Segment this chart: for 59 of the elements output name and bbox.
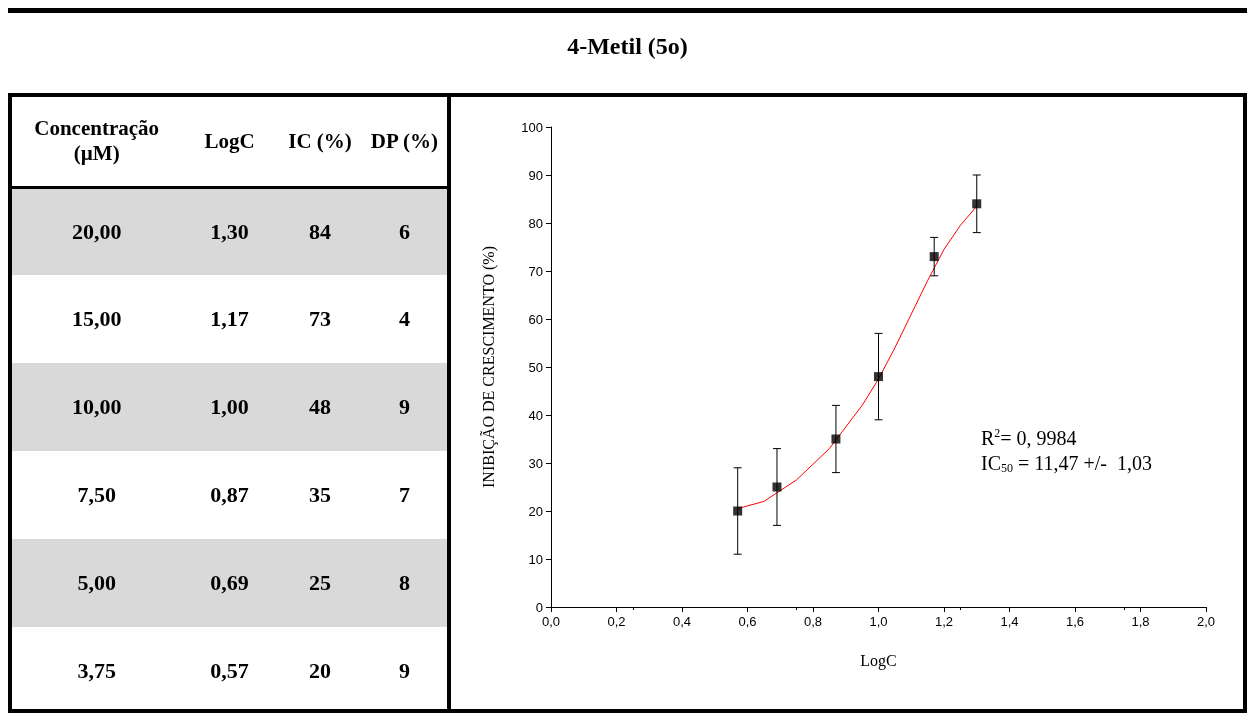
text: LogC <box>203 127 256 155</box>
x-tick-label: 1,0 <box>869 614 888 629</box>
text: DP (%) <box>369 127 439 155</box>
x-tick-label: 0,6 <box>738 614 757 629</box>
x-tick-label: 2,0 <box>1196 614 1215 629</box>
y-tick-label: 60 <box>528 311 543 327</box>
text: 9 <box>397 393 411 421</box>
text: 9 <box>397 657 411 685</box>
y-tick-label: 50 <box>528 359 543 375</box>
text: 8 <box>397 569 411 597</box>
text: 5,00 <box>76 569 117 597</box>
text: 3,75 <box>76 657 117 685</box>
text: 1,00 <box>209 393 250 421</box>
chart-title: 4-Metil (5o) <box>566 33 689 61</box>
y-axis-title: INIBIÇÃO DE CRESCIMENTO (%) <box>479 246 498 488</box>
text: 73 <box>308 305 332 333</box>
text: 0,69 <box>209 569 250 597</box>
point <box>732 506 742 516</box>
y-tick-label: 0 <box>535 599 543 615</box>
point <box>971 199 981 209</box>
text: 7,50 <box>76 481 117 509</box>
text: 1,17 <box>209 305 250 333</box>
y-tick-label: 90 <box>528 167 543 183</box>
x-tick-label: 1,4 <box>1000 614 1019 629</box>
y-tick-label: 10 <box>528 551 543 567</box>
x-tick-label: 0,8 <box>803 614 822 629</box>
point <box>772 482 782 492</box>
x-tick-label: 0,4 <box>672 614 691 629</box>
text: IC (%) <box>287 127 353 155</box>
x-tick-label: 1,6 <box>1065 614 1084 629</box>
text: 20 <box>308 657 332 685</box>
text: 48 <box>308 393 332 421</box>
y-tick-label: 40 <box>528 407 543 423</box>
text: 7 <box>397 481 411 509</box>
text: 6 <box>397 217 411 246</box>
point <box>873 372 883 382</box>
y-tick-label: 100 <box>520 119 543 135</box>
x-axis-title: LogC <box>859 651 897 670</box>
text: 84 <box>308 217 332 246</box>
text: 0,87 <box>209 481 250 509</box>
y-tick-label: 70 <box>528 263 543 279</box>
y-tick-label: 30 <box>528 455 543 471</box>
x-tick-label: 0,0 <box>541 614 560 629</box>
y-tick-label: 20 <box>528 503 543 519</box>
text: 1,30 <box>209 217 250 246</box>
text: Concentração (µM) <box>33 115 161 168</box>
text: 10,00 <box>70 393 123 421</box>
text: 0,57 <box>209 657 250 685</box>
text: 25 <box>308 569 332 597</box>
text: 35 <box>308 481 332 509</box>
point <box>929 252 939 262</box>
text: 15,00 <box>70 305 123 333</box>
x-tick-label: 1,2 <box>934 614 953 629</box>
text: 20,00 <box>70 217 123 246</box>
x-tick-label: 0,2 <box>607 614 626 629</box>
text: 4 <box>397 305 411 333</box>
y-tick-label: 80 <box>528 215 543 231</box>
x-tick-label: 1,8 <box>1131 614 1150 629</box>
point <box>831 434 840 444</box>
